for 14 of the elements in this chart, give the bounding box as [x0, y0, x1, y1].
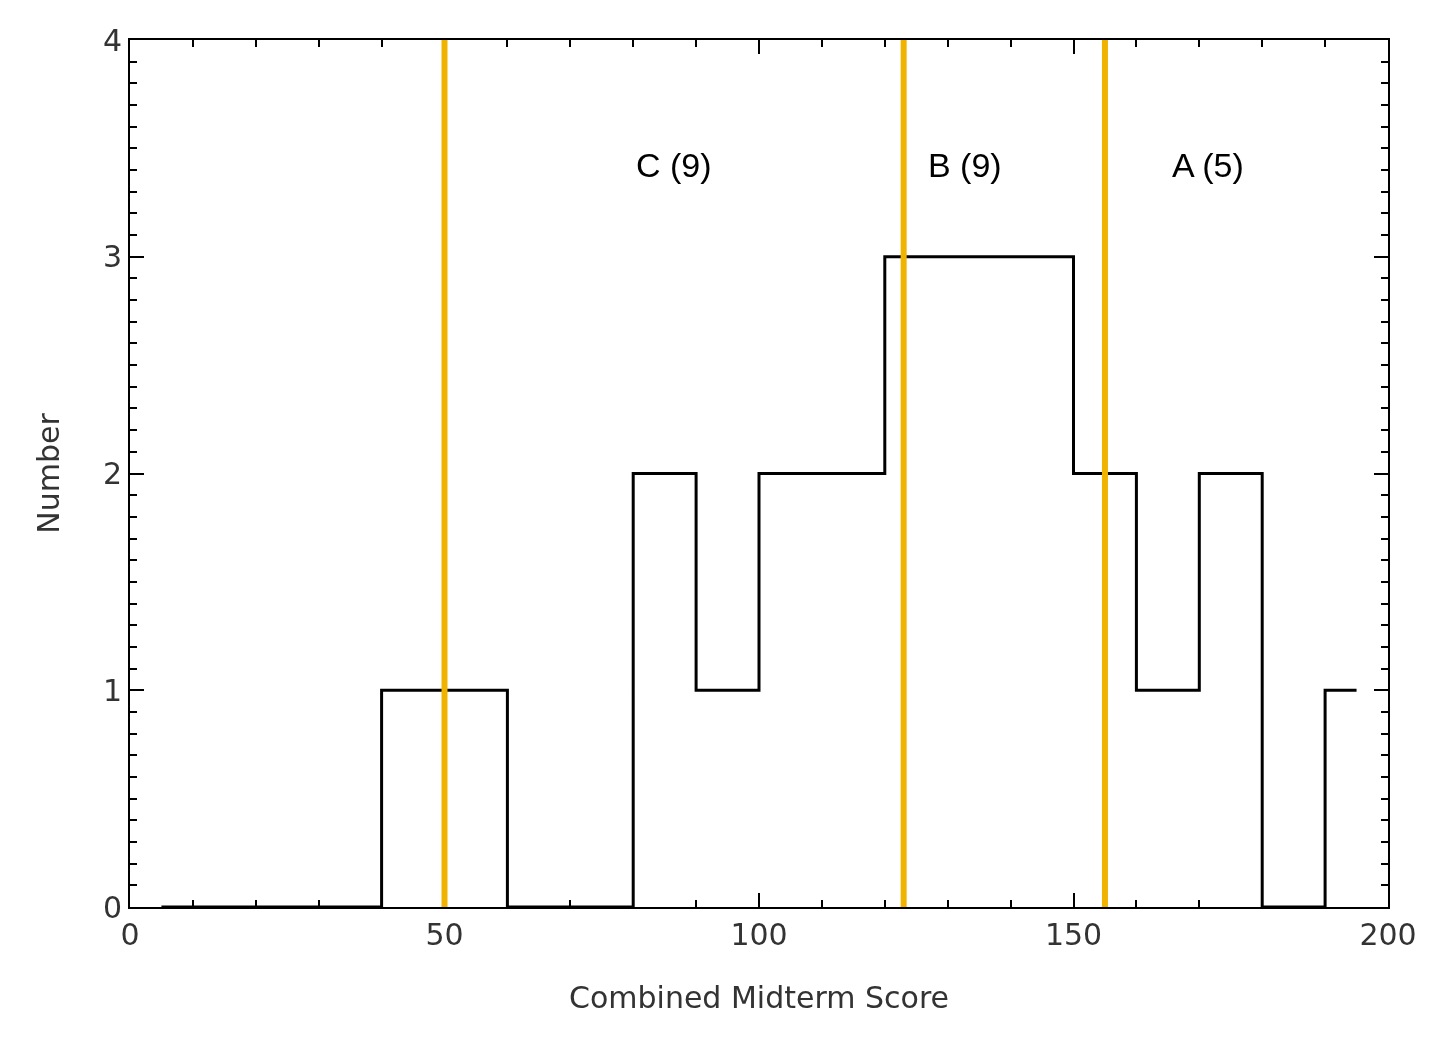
x-axis-title: Combined Midterm Score	[568, 980, 950, 1015]
y-tick-label: 2	[102, 456, 122, 491]
y-axis-title: Number	[31, 412, 66, 534]
x-tick-label: 150	[1044, 917, 1103, 952]
annotation: C (9)	[636, 146, 712, 184]
y-tick-label: 4	[102, 22, 122, 58]
x-tick-label: 200	[1359, 917, 1417, 952]
y-tick-label: 0	[102, 889, 122, 925]
annotation: B (9)	[928, 146, 1002, 184]
annotation: A (5)	[1172, 146, 1244, 184]
x-tick-label: 100	[730, 917, 788, 952]
y-tick-label: 3	[102, 239, 122, 275]
x-tick-label: 50	[425, 917, 464, 952]
y-tick-label: 1	[102, 672, 122, 708]
